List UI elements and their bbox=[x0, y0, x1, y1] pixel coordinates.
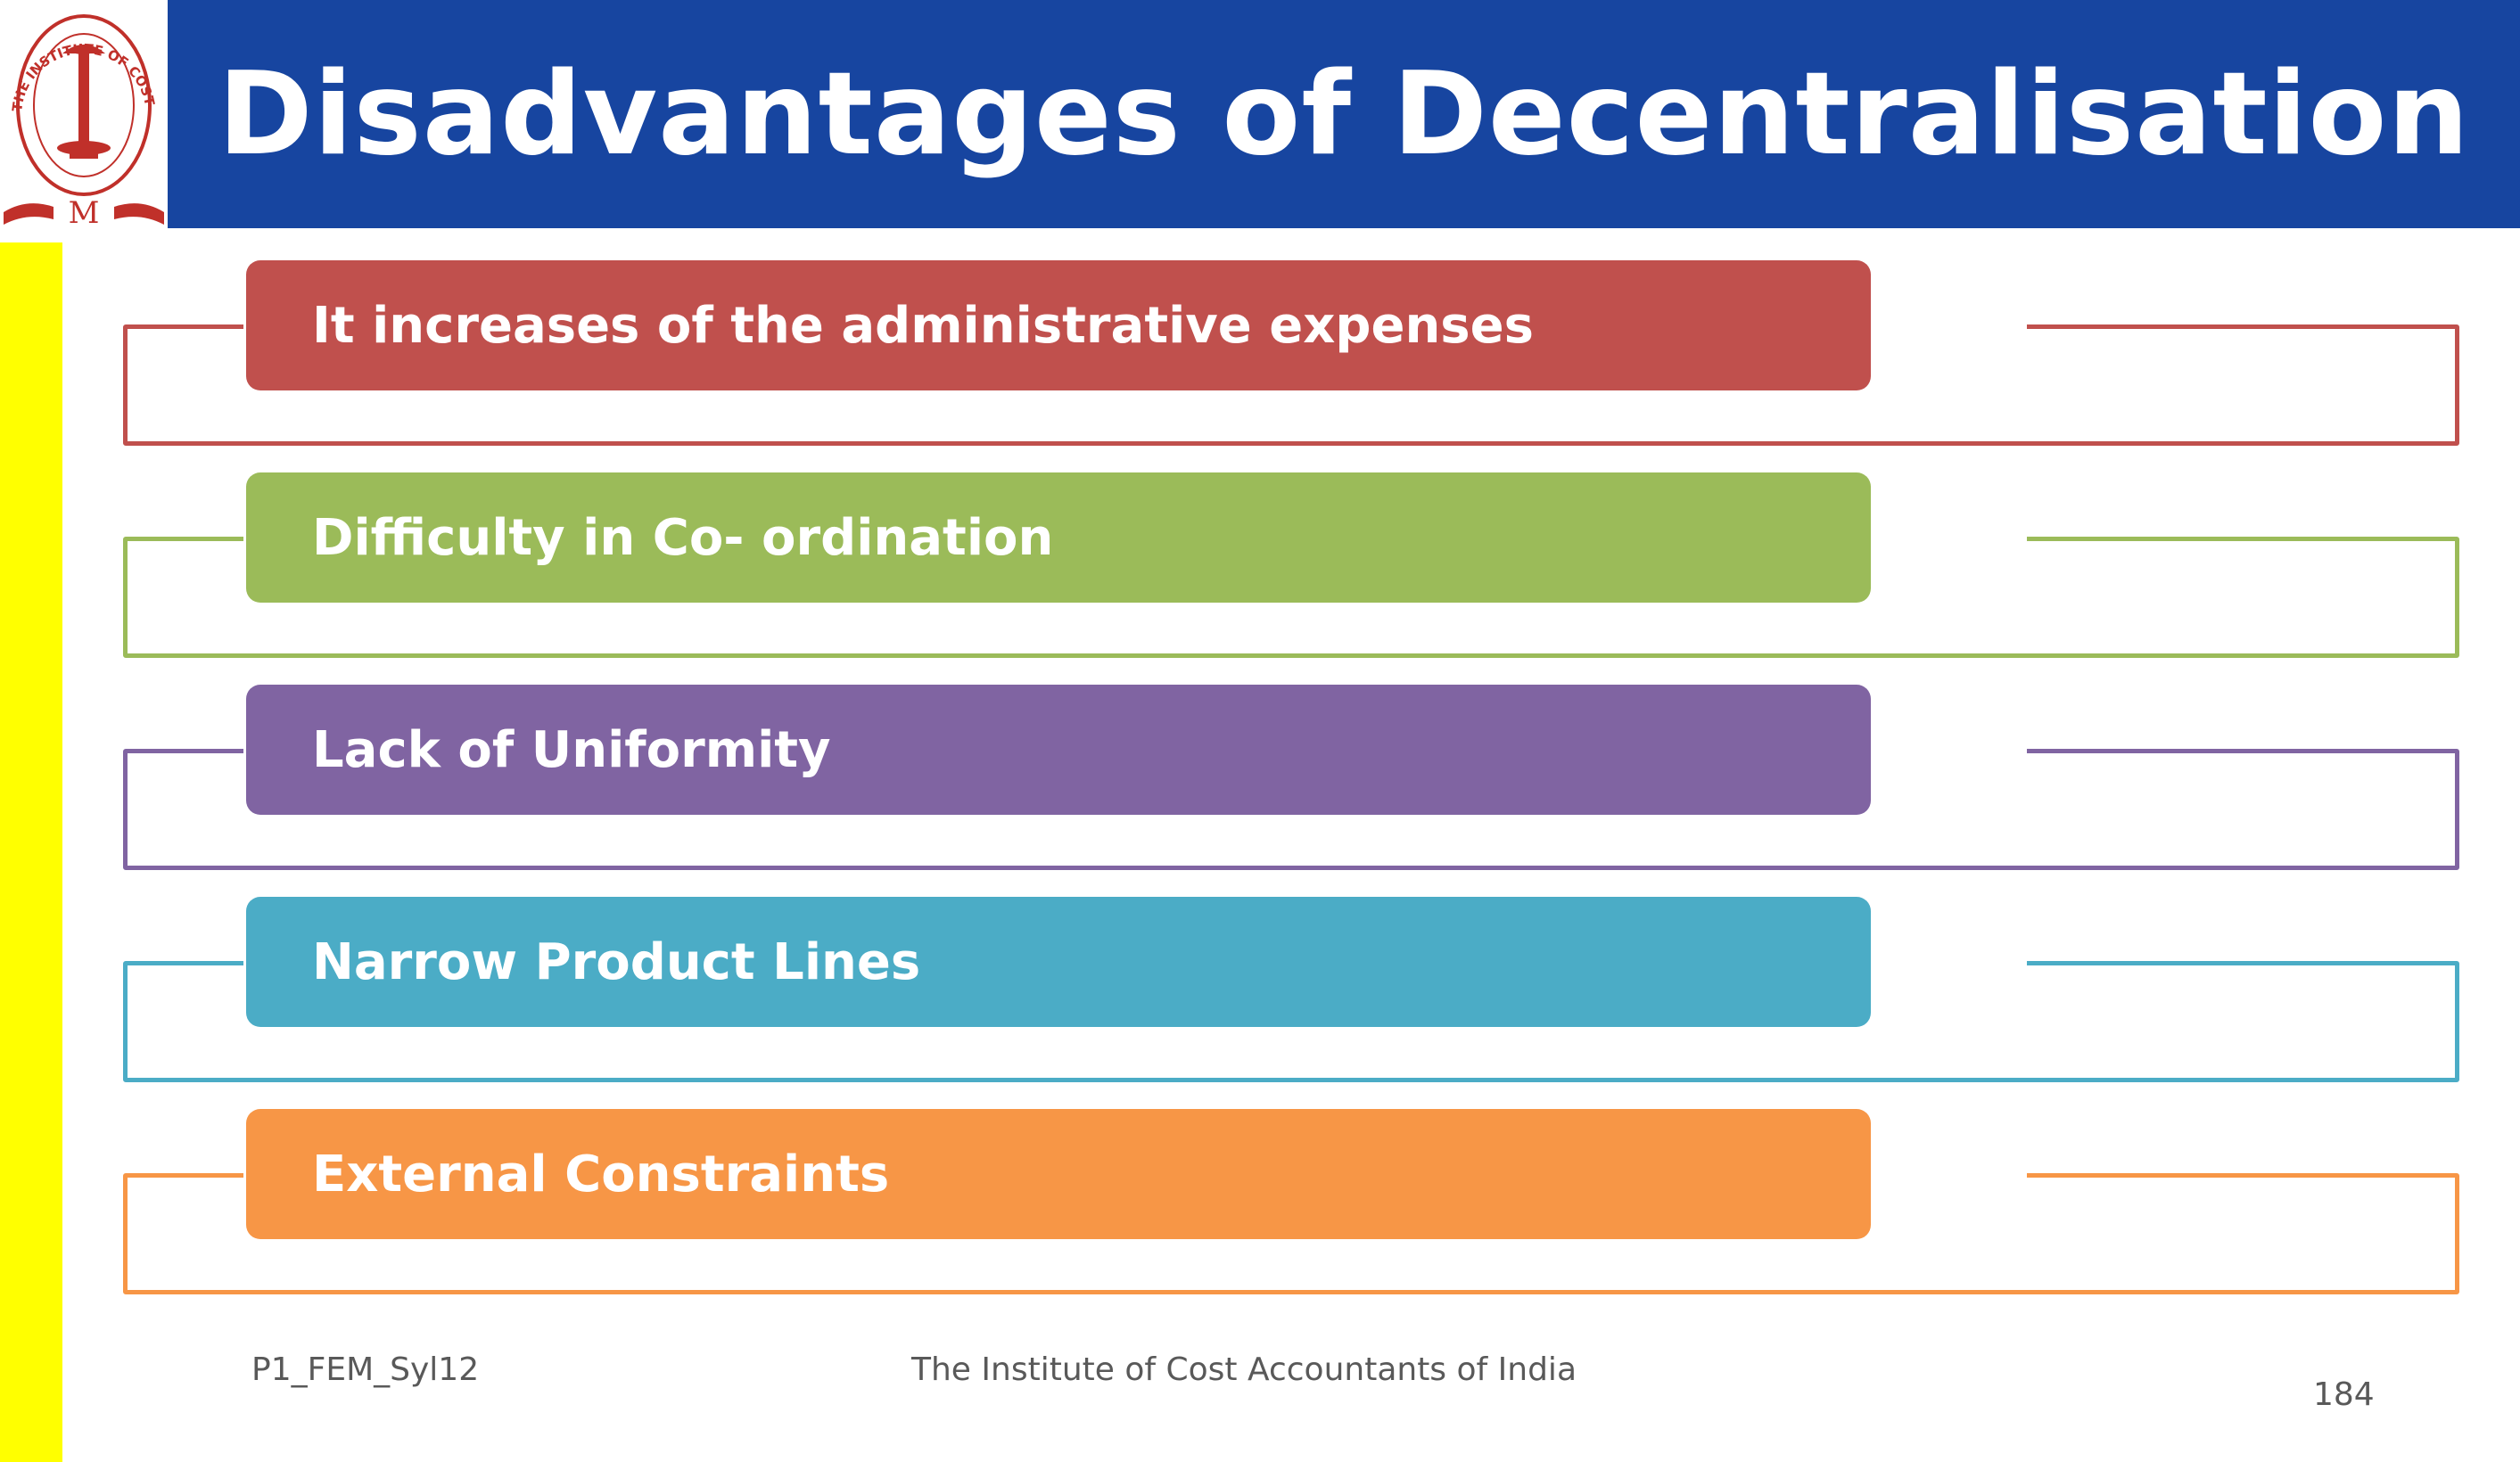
page-title: Disadvantages of Decentralisation bbox=[218, 47, 2470, 181]
lamp-emblem-icon: THE INSTITUTE OF COST ACCOUNTANTS OF IND… bbox=[0, 0, 164, 231]
list-item-label: It increases of the administrative expen… bbox=[312, 296, 1534, 355]
list-item: Difficulty in Co- ordination bbox=[246, 472, 1871, 603]
list-item-label: Lack of Uniformity bbox=[312, 720, 831, 779]
list-item: It increases of the administrative expen… bbox=[246, 260, 1871, 390]
accent-sidebar bbox=[0, 242, 62, 1462]
list-item-label: Narrow Product Lines bbox=[312, 932, 921, 991]
page-number: 184 bbox=[2313, 1376, 2375, 1413]
footer-course-code: P1_FEM_Syl12 bbox=[251, 1351, 480, 1388]
list-item: External Constraints bbox=[246, 1109, 1871, 1239]
footer-institute-name: The Institute of Cost Accountants of Ind… bbox=[911, 1351, 1577, 1388]
list-item-label: Difficulty in Co- ordination bbox=[312, 508, 1054, 567]
list-item: Lack of Uniformity bbox=[246, 685, 1871, 815]
title-bar: Disadvantages of Decentralisation bbox=[168, 0, 2520, 228]
list-item-label: External Constraints bbox=[312, 1145, 890, 1203]
institute-logo: THE INSTITUTE OF COST ACCOUNTANTS OF IND… bbox=[0, 0, 168, 234]
list-item: Narrow Product Lines bbox=[246, 897, 1871, 1027]
logo-monogram: M bbox=[69, 195, 100, 231]
